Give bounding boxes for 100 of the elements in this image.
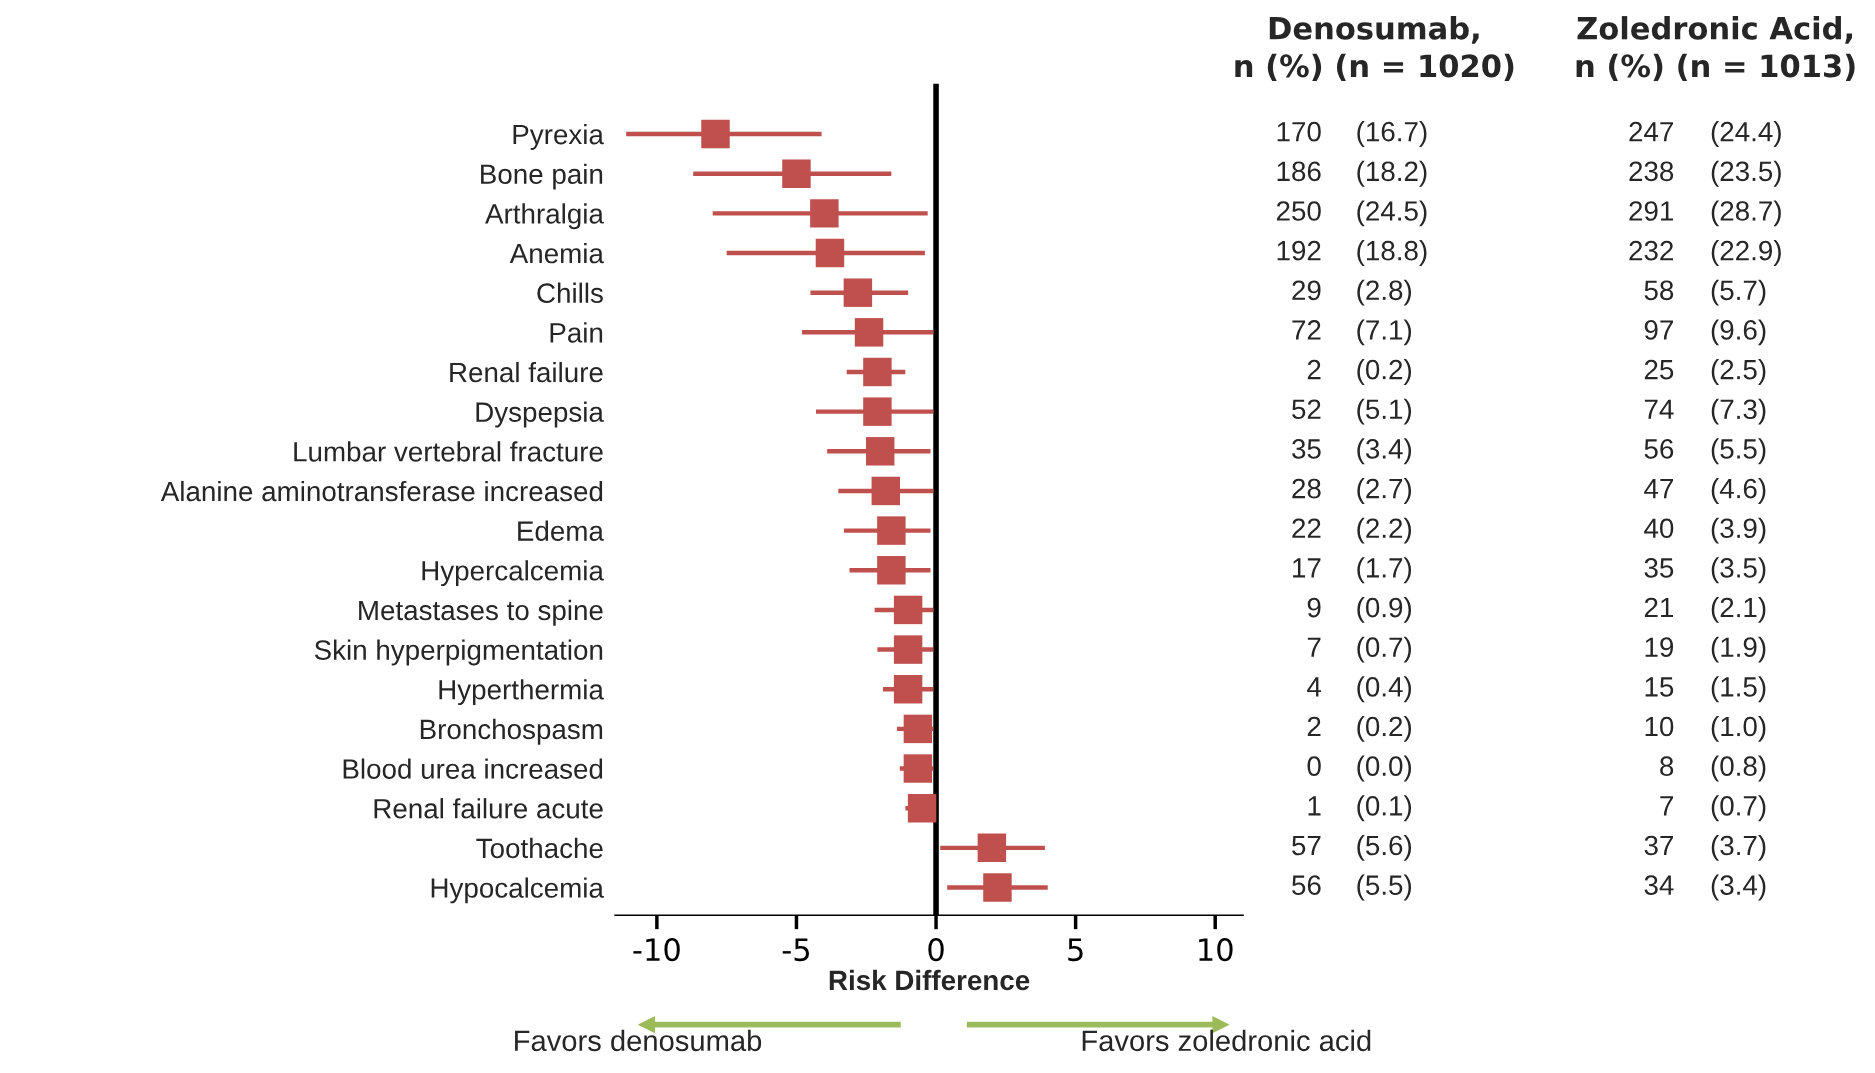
x-tick-label: -5 bbox=[782, 938, 810, 962]
text: (0.8) bbox=[1711, 755, 1766, 782]
text: 22 bbox=[1292, 518, 1321, 538]
text: 2 bbox=[1307, 359, 1321, 380]
y-tick-label: Chills bbox=[537, 282, 603, 304]
text: 47 bbox=[1644, 479, 1673, 499]
y-tick-label: Toothache bbox=[476, 837, 603, 859]
text: 29 bbox=[1292, 280, 1321, 301]
text: Zoledronic Acid, n (%) (n = 1013) bbox=[1576, 16, 1855, 82]
text: (0.7) bbox=[1711, 795, 1766, 822]
text: 19 bbox=[1645, 637, 1674, 658]
text: (23.5) bbox=[1711, 160, 1781, 187]
text: 40 bbox=[1644, 518, 1674, 539]
text: 238 bbox=[1629, 161, 1674, 182]
y-tick-label: Blood urea increased bbox=[343, 758, 603, 779]
y-tick-label: Arthralgia bbox=[485, 203, 604, 230]
text: 17 bbox=[1293, 558, 1321, 578]
text: (0.2) bbox=[1357, 359, 1412, 385]
text: 37 bbox=[1644, 835, 1673, 856]
text: 58 bbox=[1644, 280, 1674, 301]
text: 28 bbox=[1292, 478, 1321, 499]
text: (1.9) bbox=[1711, 636, 1766, 663]
text: 2 bbox=[1307, 716, 1321, 737]
y-tick-label: Dyspepsia bbox=[476, 401, 604, 428]
text: (1.0) bbox=[1711, 715, 1766, 742]
text: (3.4) bbox=[1711, 874, 1766, 901]
y-tick-label: Skin hyperpigmentation bbox=[314, 639, 603, 666]
x-tick-label: 10 bbox=[1199, 938, 1233, 962]
x-axis-title: Risk Difference bbox=[829, 969, 1030, 991]
text: 250 bbox=[1276, 201, 1321, 221]
text: 74 bbox=[1644, 399, 1674, 419]
text: Favors zoledronic acid bbox=[1082, 1029, 1371, 1052]
text: 186 bbox=[1277, 161, 1321, 182]
text: 72 bbox=[1292, 320, 1321, 340]
y-tick-label: Hypocalcemia bbox=[431, 877, 604, 904]
text: 25 bbox=[1644, 359, 1674, 380]
text: 291 bbox=[1629, 201, 1674, 221]
y-tick-label: Renal failure bbox=[450, 361, 603, 383]
text: 56 bbox=[1292, 875, 1321, 895]
x-tick-label: -10 bbox=[633, 938, 680, 962]
text: (24.4) bbox=[1711, 121, 1781, 147]
text: (0.9) bbox=[1357, 596, 1412, 623]
text: (1.7) bbox=[1357, 557, 1412, 584]
y-tick-label: Metastases to spine bbox=[359, 599, 603, 626]
text: (0.1) bbox=[1357, 795, 1412, 822]
text: (24.5) bbox=[1357, 200, 1427, 227]
text: 35 bbox=[1644, 558, 1674, 578]
y-tick-label: Alanine aminotransferase increased bbox=[160, 480, 603, 502]
text: (28.7) bbox=[1711, 200, 1781, 227]
text: (2.1) bbox=[1711, 596, 1766, 623]
text: (5.7) bbox=[1711, 279, 1766, 306]
text: (3.4) bbox=[1357, 438, 1412, 465]
text: 0 bbox=[1307, 756, 1321, 776]
text: (3.9) bbox=[1711, 517, 1766, 544]
text: (2.8) bbox=[1357, 279, 1412, 306]
text: 7 bbox=[1660, 796, 1673, 816]
text: (2.5) bbox=[1711, 359, 1766, 385]
x-tick-label: 0 bbox=[928, 938, 944, 962]
text: (5.5) bbox=[1711, 438, 1766, 465]
text: (7.1) bbox=[1357, 319, 1412, 346]
text: (7.3) bbox=[1711, 398, 1766, 425]
text: 232 bbox=[1629, 240, 1673, 261]
text: (18.2) bbox=[1357, 160, 1427, 187]
text: 7 bbox=[1307, 637, 1321, 657]
text: 57 bbox=[1292, 835, 1321, 856]
text: (2.7) bbox=[1357, 478, 1412, 504]
y-tick-label: Renal failure acute bbox=[374, 798, 603, 819]
y-tick-label: Edema bbox=[518, 520, 604, 541]
text: (16.7) bbox=[1357, 121, 1427, 147]
text: (5.1) bbox=[1357, 398, 1412, 425]
text: 4 bbox=[1307, 677, 1322, 697]
text: (0.4) bbox=[1357, 676, 1412, 703]
text: (1.5) bbox=[1711, 676, 1766, 703]
text: (2.2) bbox=[1357, 517, 1412, 544]
text: 8 bbox=[1660, 756, 1674, 776]
text: Favors denosumab bbox=[515, 1029, 762, 1052]
text: (18.8) bbox=[1357, 240, 1427, 266]
text: (5.5) bbox=[1357, 874, 1412, 901]
text: 9 bbox=[1307, 597, 1321, 618]
text: 35 bbox=[1292, 439, 1321, 459]
text: 56 bbox=[1644, 439, 1674, 459]
text: 247 bbox=[1629, 121, 1673, 142]
text: (3.7) bbox=[1711, 834, 1766, 861]
x-tick-label: 5 bbox=[1068, 938, 1083, 962]
text: 192 bbox=[1277, 240, 1321, 261]
text: (4.6) bbox=[1711, 478, 1766, 504]
text: (3.5) bbox=[1711, 557, 1766, 584]
text: Denosumab, n (%) (n = 1020) bbox=[1235, 16, 1514, 82]
text: 97 bbox=[1644, 320, 1673, 340]
text: (0.7) bbox=[1357, 636, 1412, 663]
text: (22.9) bbox=[1711, 240, 1781, 266]
text: 1 bbox=[1308, 796, 1321, 816]
text: 170 bbox=[1277, 121, 1321, 142]
y-tick-label: Pyrexia bbox=[513, 123, 604, 150]
y-tick-label: Hyperthermia bbox=[439, 679, 604, 706]
y-tick-label: Lumbar vertebral fracture bbox=[294, 441, 603, 462]
y-tick-label: Bone pain bbox=[481, 163, 603, 190]
y-tick-label: Hypercalcemia bbox=[422, 560, 604, 587]
text: 34 bbox=[1644, 875, 1674, 895]
text: (0.0) bbox=[1357, 755, 1412, 782]
